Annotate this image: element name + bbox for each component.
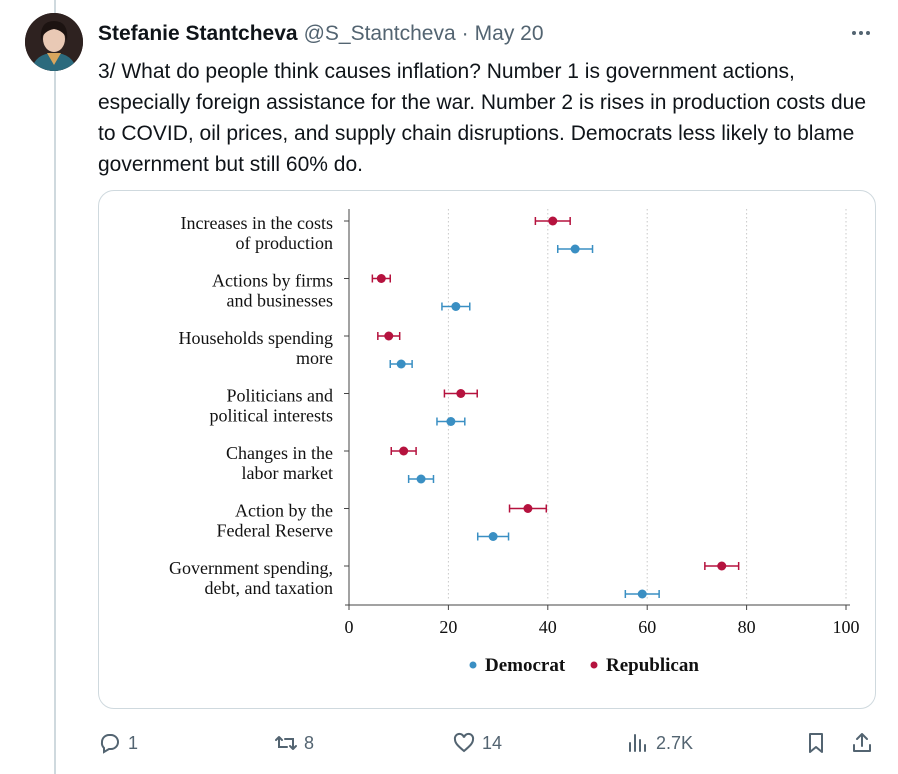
data-point: [399, 446, 409, 456]
share-icon: [853, 733, 871, 752]
category-label: Households spending: [179, 328, 334, 348]
category-label: Federal Reserve: [217, 521, 333, 541]
category-label: Actions by firms: [212, 271, 333, 291]
category-label: Changes in the: [226, 443, 333, 463]
retweet-count: 8: [304, 732, 315, 753]
avatar-image: [25, 13, 83, 71]
data-point: [717, 561, 727, 571]
data-point: [384, 331, 394, 341]
bookmark-icon: [809, 733, 823, 753]
retweet-button[interactable]: 8: [274, 726, 314, 760]
democrat-point: [441, 302, 471, 311]
democrat-point: [624, 589, 660, 599]
tweet-text: 3/ What do people think causes inflation…: [98, 60, 867, 176]
category-label: more: [296, 348, 333, 368]
tweet-header: Stefanie Stantcheva @S_Stantcheva · May …: [98, 20, 544, 48]
data-point: [523, 504, 533, 513]
tweet-date[interactable]: May 20: [474, 22, 544, 45]
legend-marker-republican: [590, 661, 598, 669]
action-bar: 1 8 14 2.7K: [98, 726, 878, 760]
category-label: Government spending,: [169, 558, 333, 578]
heart-icon: [453, 732, 475, 753]
more-button[interactable]: [846, 18, 876, 48]
category-label: debt, and taxation: [205, 578, 333, 598]
data-point: [451, 302, 461, 311]
legend-label-democrat: Democrat: [485, 655, 566, 676]
author-name[interactable]: Stefanie Stantcheva: [98, 22, 298, 45]
views-count: 2.7K: [656, 732, 694, 753]
separator: ·: [461, 22, 469, 45]
democrat-point: [476, 532, 510, 541]
bookmark-button[interactable]: [804, 726, 828, 760]
x-tick-label: 80: [738, 617, 756, 637]
democrat-point: [407, 474, 435, 484]
republican-point: [377, 331, 401, 341]
views-icon: [629, 734, 646, 752]
data-point: [548, 216, 558, 226]
category-label: political interests: [210, 406, 333, 426]
republican-point: [371, 274, 392, 283]
category-label: Action by the: [235, 501, 333, 521]
views-button[interactable]: 2.7K: [626, 726, 693, 760]
republican-point: [508, 504, 548, 513]
data-point: [456, 389, 466, 398]
x-tick-label: 60: [638, 617, 656, 637]
data-point: [396, 359, 406, 369]
x-tick-label: 100: [833, 617, 860, 637]
democrat-point: [436, 417, 466, 426]
legend-marker-democrat: [469, 661, 477, 669]
data-point: [570, 244, 580, 254]
tweet-media-chart[interactable]: 0 20 40 60 80 100 Increases in the costs of pr…: [98, 190, 876, 709]
category-label: of production: [236, 233, 333, 253]
category-label: Politicians and: [227, 386, 334, 406]
x-tick-label: 20: [439, 617, 457, 637]
data-point: [376, 274, 386, 283]
legend-label-republican: Republican: [606, 655, 699, 676]
thread-line: [54, 0, 56, 774]
republican-point: [534, 216, 571, 226]
data-point: [637, 589, 647, 599]
republican-point: [443, 389, 478, 398]
category-label: Increases in the costs: [181, 213, 333, 233]
like-button[interactable]: 14: [452, 726, 502, 760]
more-icon: [852, 31, 870, 35]
share-button[interactable]: [850, 726, 874, 760]
data-point: [488, 532, 498, 541]
republican-point: [704, 561, 740, 571]
data-point: [446, 417, 456, 426]
democrat-point: [556, 244, 594, 254]
retweet-icon: [275, 736, 297, 750]
category-label: and businesses: [227, 291, 334, 311]
author-handle[interactable]: @S_Stantcheva: [303, 22, 456, 45]
democrat-point: [389, 359, 413, 369]
x-tick-label: 0: [345, 617, 354, 637]
x-tick-label: 40: [539, 617, 557, 637]
avatar[interactable]: [25, 13, 83, 71]
republican-point: [390, 446, 417, 456]
reply-icon: [100, 734, 119, 754]
category-label: labor market: [242, 463, 333, 483]
reply-count: 1: [128, 732, 139, 753]
reply-button[interactable]: 1: [98, 726, 138, 760]
data-point: [416, 474, 426, 484]
like-count: 14: [482, 732, 503, 753]
